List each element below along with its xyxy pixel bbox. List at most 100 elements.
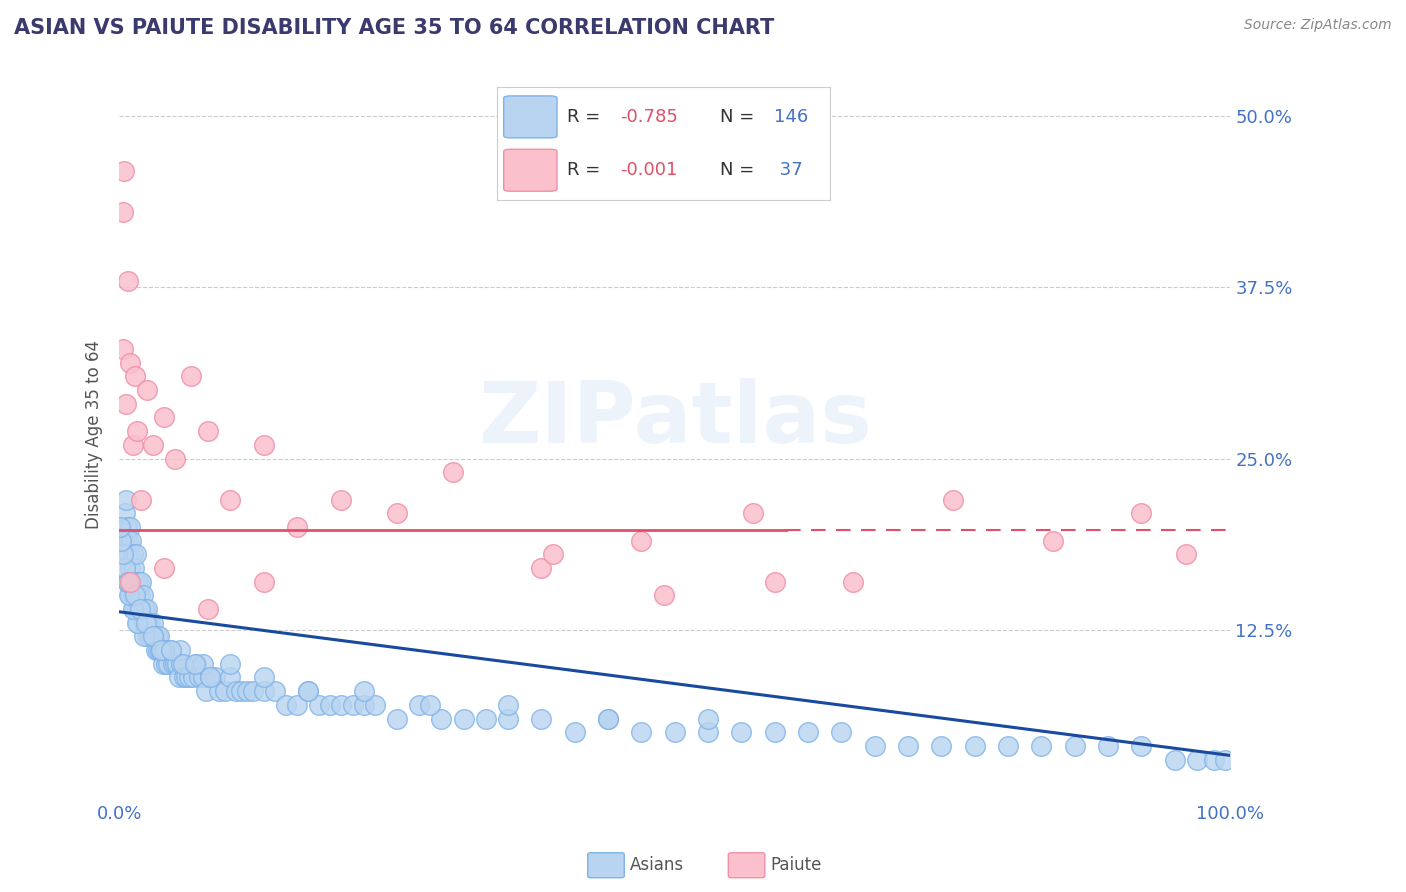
Point: [253, 574, 276, 589]
Point: [115, 492, 138, 507]
Point: [763, 725, 786, 739]
Point: [131, 492, 153, 507]
Point: [125, 615, 148, 630]
Point: [148, 629, 170, 643]
Point: [152, 410, 174, 425]
Point: [128, 574, 150, 589]
Point: [135, 615, 157, 630]
Point: [150, 643, 173, 657]
Point: [125, 424, 148, 438]
Point: [142, 629, 165, 643]
Point: [763, 574, 786, 589]
Point: [997, 739, 1019, 753]
Point: [453, 712, 475, 726]
Point: [530, 561, 553, 575]
Point: [112, 533, 135, 548]
Point: [114, 561, 136, 575]
Point: [111, 205, 134, 219]
Point: [330, 698, 353, 712]
Point: [204, 670, 226, 684]
Point: [129, 588, 152, 602]
Point: [697, 725, 720, 739]
Point: [122, 602, 145, 616]
Point: [263, 684, 285, 698]
Point: [841, 574, 863, 589]
Point: [122, 561, 145, 575]
Point: [297, 684, 319, 698]
Point: [136, 383, 159, 397]
Point: [181, 670, 204, 684]
Point: [297, 684, 319, 698]
Point: [135, 615, 157, 630]
Point: [169, 670, 191, 684]
Point: [125, 574, 148, 589]
Point: [162, 657, 184, 671]
Point: [121, 533, 143, 548]
Point: [184, 657, 207, 671]
Y-axis label: Disability Age 35 to 64: Disability Age 35 to 64: [86, 340, 103, 529]
Point: [1164, 753, 1187, 767]
Point: [136, 629, 159, 643]
Point: [152, 643, 174, 657]
Point: [1031, 739, 1053, 753]
Point: [115, 520, 138, 534]
Point: [652, 588, 675, 602]
Point: [441, 465, 464, 479]
Point: [170, 657, 193, 671]
Point: [166, 657, 188, 671]
Point: [115, 574, 138, 589]
Point: [163, 451, 186, 466]
Point: [121, 588, 143, 602]
Point: [963, 739, 986, 753]
Point: [219, 657, 242, 671]
Point: [197, 424, 219, 438]
Point: [128, 602, 150, 616]
Text: Asians: Asians: [630, 856, 683, 874]
Point: [159, 643, 181, 657]
Point: [117, 533, 139, 548]
Point: [697, 712, 720, 726]
Point: [120, 520, 142, 534]
Point: [219, 492, 242, 507]
Point: [200, 670, 222, 684]
Point: [118, 588, 141, 602]
Point: [197, 602, 219, 616]
Point: [364, 698, 387, 712]
Point: [120, 574, 142, 589]
Point: [741, 506, 763, 520]
Point: [127, 615, 149, 630]
Point: [114, 506, 136, 520]
Point: [124, 588, 146, 602]
Point: [330, 492, 353, 507]
Point: [236, 684, 259, 698]
Point: [191, 657, 214, 671]
Point: [131, 588, 153, 602]
Point: [120, 588, 142, 602]
Point: [274, 698, 297, 712]
Point: [942, 492, 965, 507]
Point: [139, 615, 162, 630]
Point: [664, 725, 686, 739]
Point: [141, 629, 163, 643]
Point: [231, 684, 253, 698]
Point: [142, 438, 165, 452]
Point: [129, 602, 152, 616]
Point: [184, 657, 207, 671]
Point: [564, 725, 586, 739]
Point: [174, 670, 197, 684]
Point: [163, 657, 186, 671]
Point: [142, 629, 165, 643]
Point: [131, 574, 153, 589]
Point: [1130, 506, 1153, 520]
Point: [219, 670, 242, 684]
Point: [169, 643, 191, 657]
Point: [121, 574, 143, 589]
Point: [132, 615, 155, 630]
Point: [285, 520, 308, 534]
Point: [214, 684, 236, 698]
Point: [1097, 739, 1119, 753]
Point: [897, 739, 920, 753]
Point: [191, 670, 214, 684]
Point: [143, 629, 166, 643]
Point: [173, 670, 195, 684]
